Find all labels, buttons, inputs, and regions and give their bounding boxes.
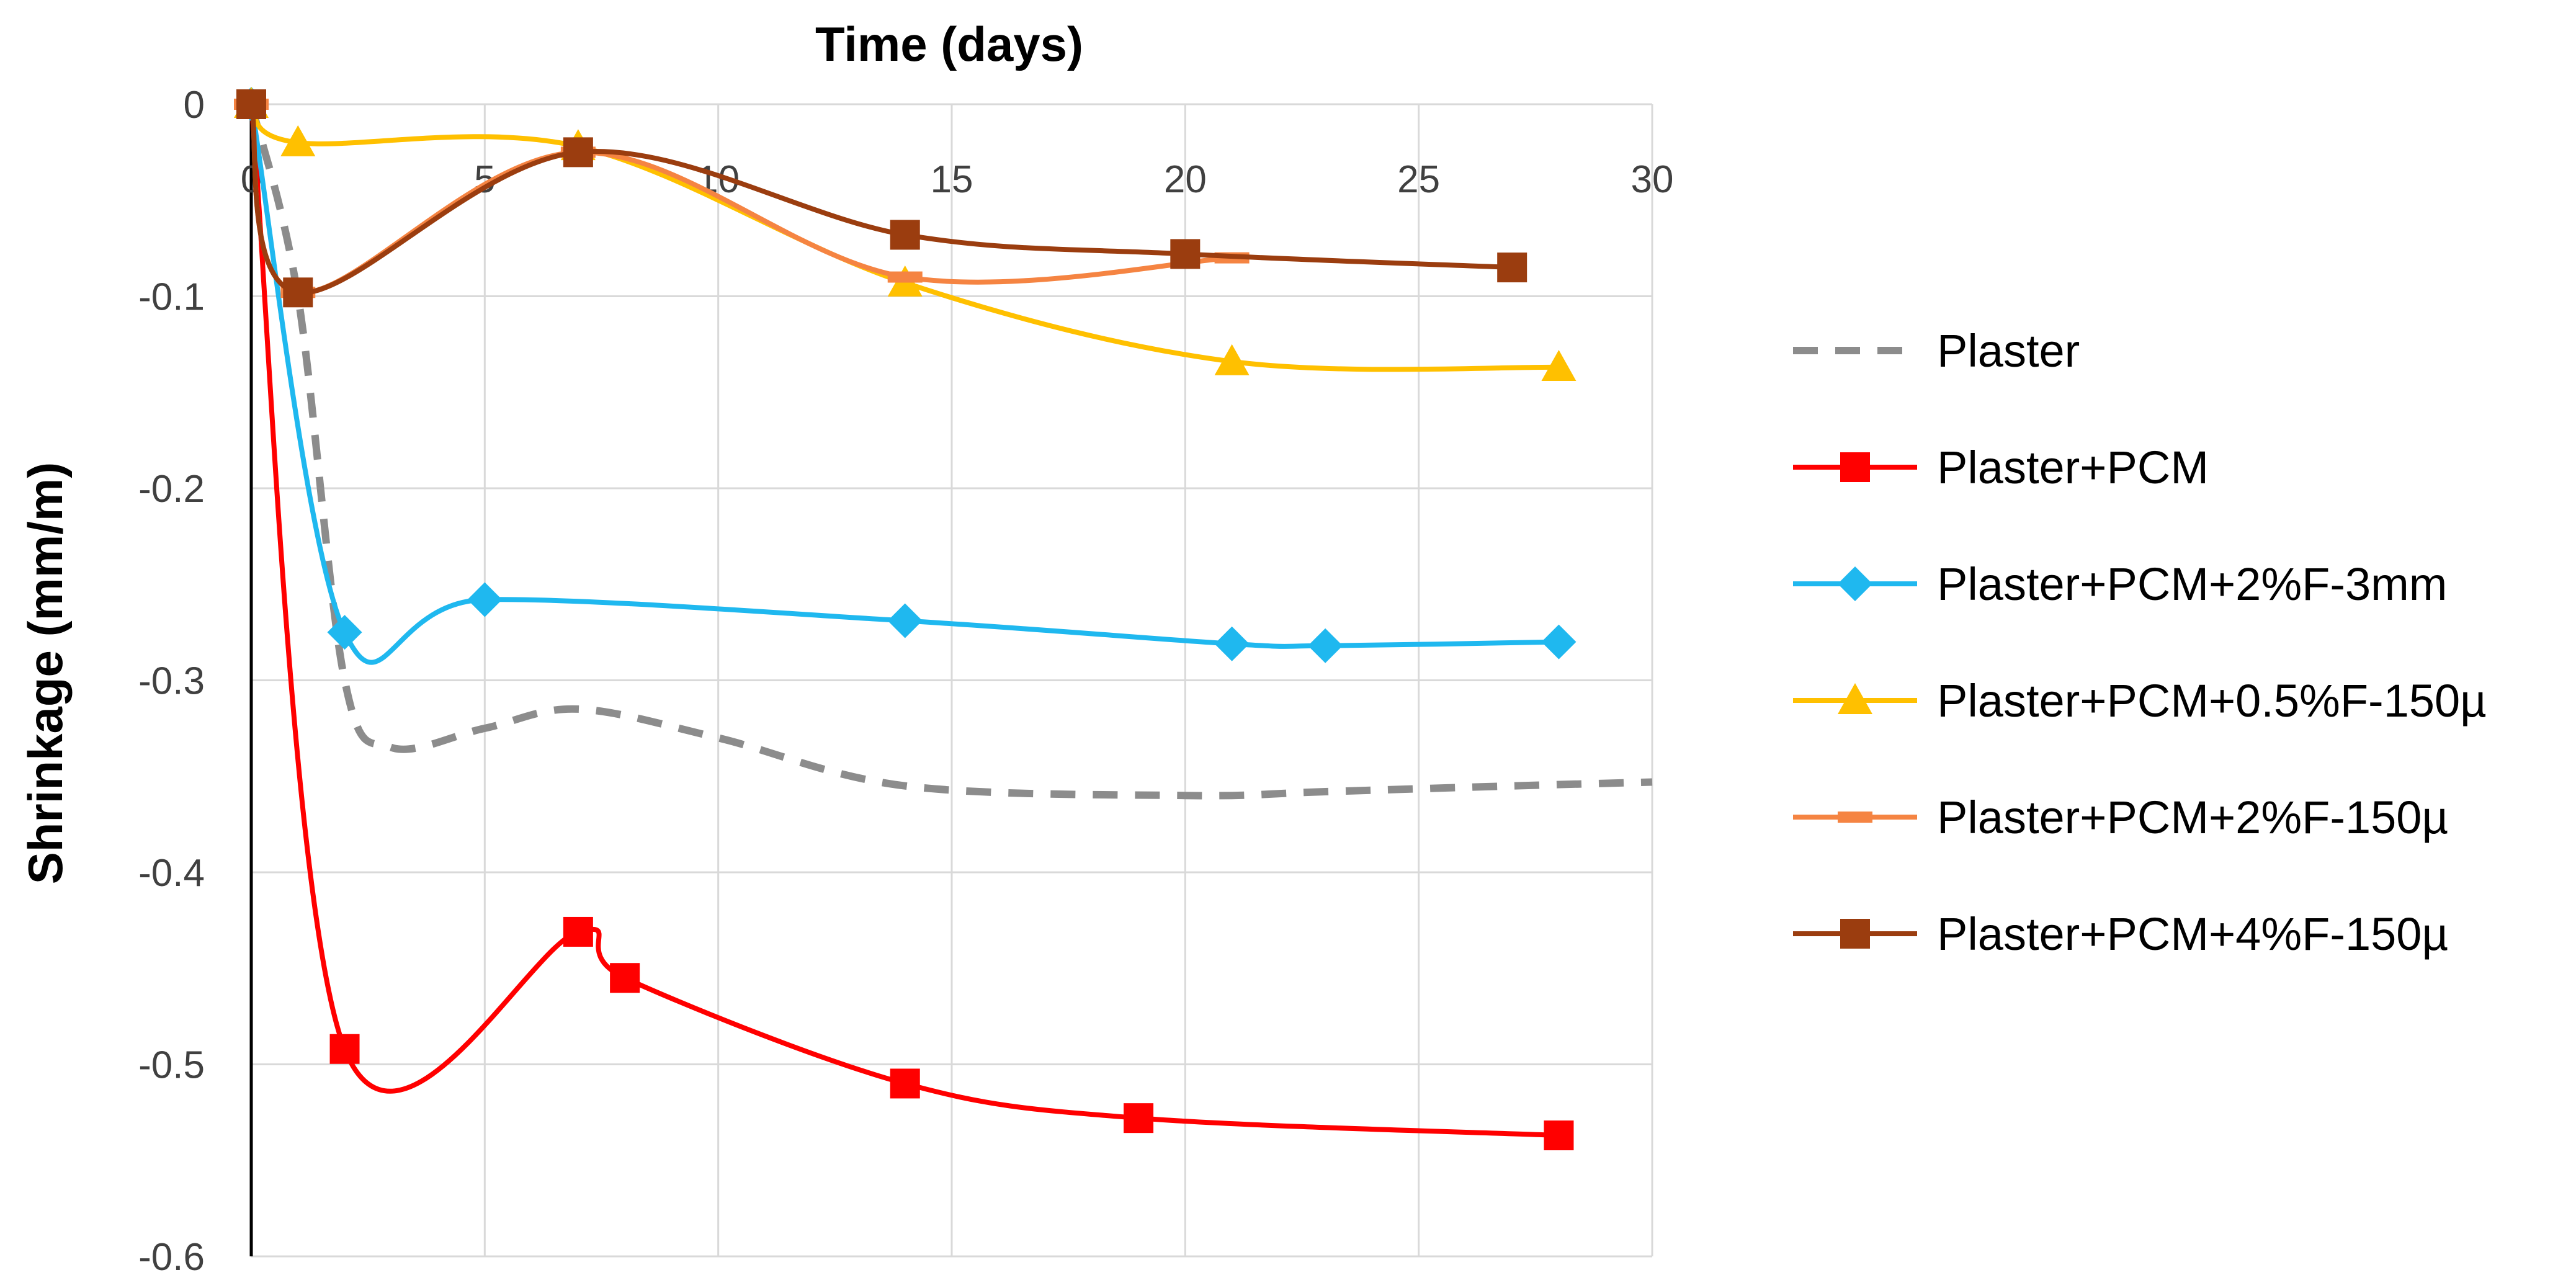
data-point xyxy=(467,582,503,617)
legend-item: Plaster+PCM+4%F-150µ xyxy=(1793,908,2448,960)
series-line xyxy=(249,104,1559,665)
x-tick-label: 15 xyxy=(931,158,973,201)
legend-swatch-marker xyxy=(1838,812,1872,823)
legend-swatch-marker xyxy=(1838,566,1872,601)
data-point xyxy=(890,1068,920,1099)
data-point xyxy=(563,916,593,947)
legend-label: Plaster xyxy=(1937,325,2080,377)
legend-item: Plaster xyxy=(1793,325,2080,377)
legend-item: Plaster+PCM+2%F-3mm xyxy=(1793,558,2447,610)
data-point xyxy=(236,89,266,119)
data-point xyxy=(887,603,923,638)
data-point xyxy=(563,137,593,168)
data-point xyxy=(1124,1103,1154,1134)
y-tick-label: -0.4 xyxy=(138,852,205,895)
series-line xyxy=(249,104,1513,295)
legend-label: Plaster+PCM+2%F-150µ xyxy=(1937,792,2448,843)
tick-labels: 0 5 10 15 20 25 300-0.1-0.2-0.3-0.4-0.5-0.6 xyxy=(138,84,1673,1279)
series-5 xyxy=(236,89,1527,308)
data-point xyxy=(887,271,923,283)
series-line xyxy=(248,103,1653,800)
data-point xyxy=(283,277,313,308)
data-point xyxy=(1544,1120,1574,1151)
series-0 xyxy=(248,103,1653,800)
y-tick-label: 0 xyxy=(184,84,205,127)
data-point xyxy=(610,963,640,993)
series-2 xyxy=(234,87,1576,665)
x-tick-label: 20 xyxy=(1164,158,1207,201)
data-point xyxy=(1541,624,1576,660)
legend-swatch-marker xyxy=(1840,919,1870,949)
y-tick-label: -0.3 xyxy=(138,660,205,703)
legend-item: Plaster+PCM xyxy=(1793,442,2209,493)
legend-label: Plaster+PCM+4%F-150µ xyxy=(1937,908,2448,960)
y-tick-label: -0.1 xyxy=(138,276,205,319)
grid-lines xyxy=(251,103,1653,1258)
data-point xyxy=(1308,628,1343,663)
legend-item: Plaster+PCM+0.5%F-150µ xyxy=(1793,675,2487,727)
y-tick-label: -0.2 xyxy=(138,468,205,511)
data-point xyxy=(1214,344,1250,375)
data-point xyxy=(1497,253,1527,283)
data-point xyxy=(1541,350,1576,382)
legend-label: Plaster+PCM+0.5%F-150µ xyxy=(1937,675,2487,727)
x-tick-label: 30 xyxy=(1631,158,1674,201)
legend-item: Plaster+PCM+2%F-150µ xyxy=(1793,792,2448,843)
series-4 xyxy=(234,99,1250,298)
legend-swatch-marker xyxy=(1838,683,1872,714)
data-point xyxy=(890,220,920,250)
y-axis-title: Shrinkage (mm/m) xyxy=(18,462,73,884)
legend-label: Plaster+PCM+2%F-3mm xyxy=(1937,558,2447,610)
legend-swatch-marker xyxy=(1840,452,1870,482)
series-line xyxy=(249,104,1232,295)
x-tick-label: 25 xyxy=(1397,158,1440,201)
x-axis-title: Time (days) xyxy=(815,17,1083,71)
legend: Plaster Plaster+PCM Plaster+PCM+2%F-3mm Pla… xyxy=(1793,325,2487,960)
data-point xyxy=(327,615,362,650)
data-series xyxy=(234,87,1653,1151)
legend-label: Plaster+PCM xyxy=(1937,442,2209,493)
y-tick-label: -0.5 xyxy=(138,1044,205,1087)
y-tick-label: -0.6 xyxy=(138,1236,205,1279)
data-point xyxy=(1170,239,1201,269)
data-point xyxy=(1214,626,1250,661)
data-point xyxy=(280,125,316,156)
data-point xyxy=(329,1034,360,1064)
